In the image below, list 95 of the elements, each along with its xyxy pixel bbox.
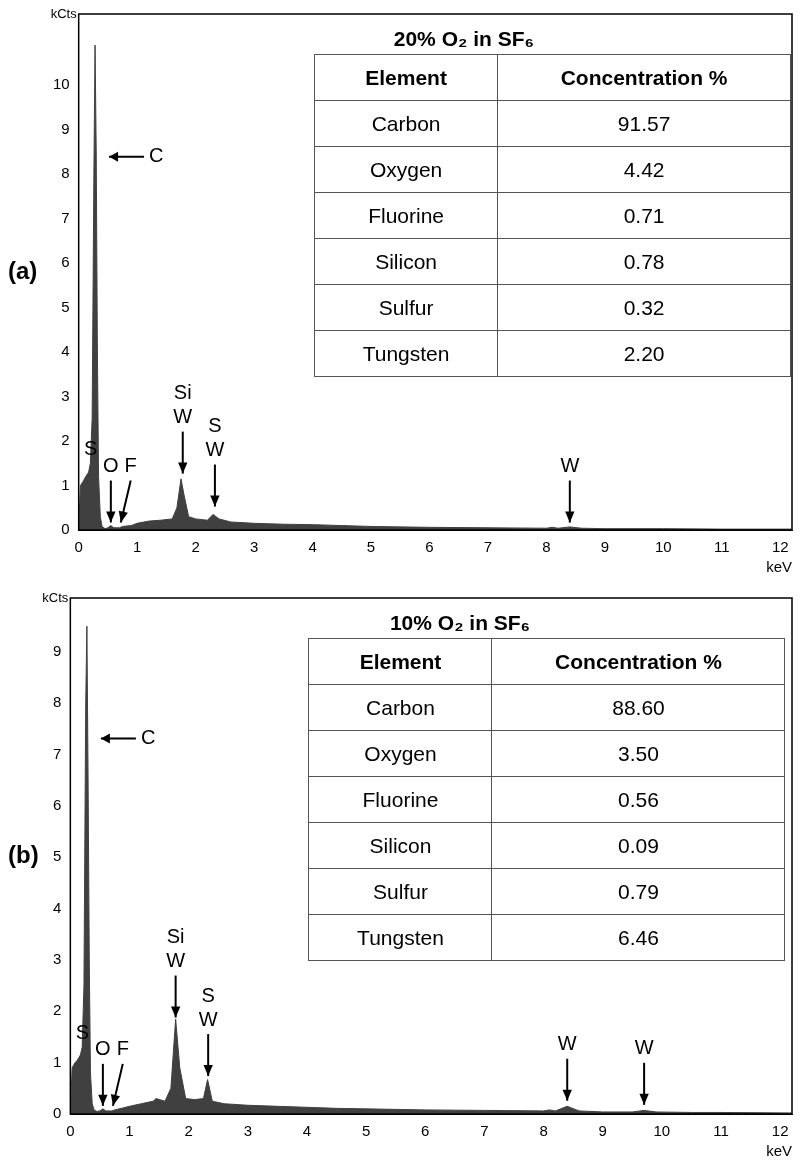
x-axis-title: keV: [766, 1141, 792, 1159]
text: 20% O₂ in SF₆: [393, 27, 534, 51]
annotation: 3.50: [491, 730, 785, 777]
y-tick-label: 5: [53, 847, 62, 865]
annotation: 0.78: [497, 238, 791, 285]
x-tick-label: 1: [132, 538, 142, 556]
x-tick-label: 10: [655, 538, 672, 556]
annotation: Concentration %: [491, 638, 785, 685]
y-tick-label: 3: [61, 386, 70, 404]
x-tick-label: 4: [308, 538, 317, 556]
x-tick-label: 2: [184, 1122, 193, 1140]
x-tick-label: 11: [713, 1122, 729, 1140]
annotation: Si W: [173, 381, 193, 428]
x-tick-label: 11: [714, 538, 730, 556]
y-tick-label: 7: [61, 208, 70, 226]
x-tick-label: 0: [74, 538, 83, 556]
x-tick-label: 2: [191, 538, 200, 556]
y-tick-label: 3: [53, 950, 62, 968]
y-tick-label: 2: [53, 1001, 62, 1019]
y-tick-label: 4: [53, 898, 62, 916]
annotation: 4.42: [497, 146, 791, 193]
annotation: Concentration %: [497, 54, 791, 101]
x-tick-label: 12: [771, 538, 789, 556]
annotation: Element: [314, 54, 498, 101]
annotation: Tungsten: [308, 914, 492, 961]
y-tick-label: 1: [61, 475, 70, 493]
x-tick-label: 5: [361, 1122, 371, 1140]
annotation: F: [124, 454, 137, 477]
text: (a): [8, 256, 38, 284]
x-tick-label: 9: [598, 1122, 607, 1140]
y-tick-label: 2: [61, 431, 70, 449]
annotation: 91.57: [497, 100, 791, 147]
y-axis-title: kCts: [42, 589, 69, 605]
y-tick-label: 7: [53, 744, 62, 762]
annotation: Oxygen: [314, 146, 498, 193]
annotation: 88.60: [491, 684, 785, 731]
y-tick-label: 6: [61, 253, 70, 271]
annotation: F: [116, 1037, 129, 1060]
y-tick-label: 0: [53, 1104, 62, 1122]
y-tick-label: 5: [61, 297, 70, 315]
annotation: C: [140, 725, 156, 748]
annotation: 0.32: [497, 284, 791, 331]
x-tick-label: 7: [480, 1122, 489, 1140]
annotation: 0.71: [497, 192, 791, 239]
y-tick-label: 8: [53, 693, 62, 711]
x-tick-label: 5: [366, 538, 376, 556]
annotation: Oxygen: [308, 730, 492, 777]
annotation: 0.09: [491, 822, 785, 869]
annotation: S W: [205, 414, 225, 461]
text: (b): [8, 840, 39, 868]
annotation: Tungsten: [314, 330, 498, 377]
annotation: Fluorine: [314, 192, 498, 239]
annotation: Sulfur: [314, 284, 498, 331]
y-tick-label: 9: [53, 642, 62, 660]
y-tick-label: 9: [61, 119, 70, 137]
x-tick-label: 4: [302, 1122, 312, 1140]
y-axis-title: kCts: [50, 5, 78, 21]
annotation: 6.46: [491, 914, 785, 961]
annotation: S W: [198, 983, 218, 1030]
text: 10% O₂ in SF₆: [389, 611, 531, 635]
annotation: O: [103, 454, 119, 477]
x-tick-label: 8: [542, 538, 551, 556]
annotation: Carbon: [308, 684, 492, 731]
x-tick-label: 3: [243, 1122, 252, 1140]
annotation: W: [560, 454, 580, 477]
x-tick-label: 10: [653, 1122, 671, 1140]
annotation: Element: [308, 638, 492, 685]
x-tick-label: 9: [600, 538, 610, 556]
annotation: Silicon: [314, 238, 498, 285]
y-tick-label: 6: [53, 796, 62, 814]
annotation: W: [557, 1032, 577, 1055]
x-tick-label: 1: [125, 1122, 134, 1140]
y-tick-label: 1: [53, 1052, 62, 1070]
annotation: O: [95, 1037, 111, 1060]
x-tick-label: 7: [483, 538, 493, 556]
annotation: Fluorine: [308, 776, 492, 823]
x-tick-label: 12: [771, 1122, 789, 1140]
annotation: Silicon: [308, 822, 492, 869]
y-tick-label: 0: [61, 520, 70, 538]
y-tick-label: 4: [61, 342, 70, 360]
annotation: C: [149, 144, 164, 167]
x-tick-label: 3: [249, 538, 259, 556]
x-tick-label: 6: [425, 538, 434, 556]
annotation: 0.56: [491, 776, 785, 823]
annotation: 2.20: [497, 330, 791, 377]
y-tick-label: 10: [53, 75, 70, 93]
y-tick-label: 8: [61, 164, 70, 182]
annotation: W: [634, 1036, 654, 1059]
x-tick-label: 6: [421, 1122, 430, 1140]
annotation: 0.79: [491, 868, 785, 915]
x-tick-label: 8: [539, 1122, 548, 1140]
annotation: Carbon: [314, 100, 498, 147]
x-axis-title: keV: [766, 557, 792, 575]
annotation: Sulfur: [308, 868, 492, 915]
annotation: Si W: [166, 925, 186, 972]
